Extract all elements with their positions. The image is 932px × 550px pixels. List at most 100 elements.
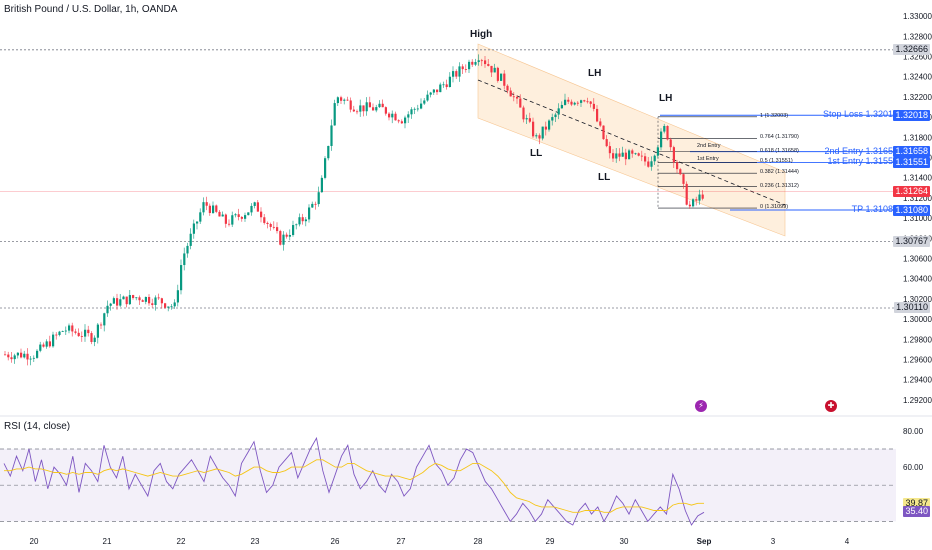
candle-body	[266, 222, 269, 224]
fib-level-label: 0.618 (1.31658)	[760, 147, 799, 154]
candle-body	[576, 102, 579, 104]
candle-body	[288, 235, 291, 237]
candle-body	[160, 298, 163, 304]
candle-body	[535, 135, 538, 137]
y-tick-label: 1.31000	[903, 214, 932, 223]
x-tick-label: 29	[546, 537, 555, 546]
candle-body	[384, 107, 387, 114]
y-tick-label: 1.31400	[903, 174, 932, 183]
candle-body	[605, 139, 608, 147]
candle-body	[448, 76, 451, 88]
price-tag: 1.30767	[893, 236, 930, 248]
candle-body	[180, 265, 183, 291]
candle-body	[189, 233, 192, 246]
candle-body	[237, 214, 240, 217]
candle-body	[548, 120, 551, 130]
candle-body	[64, 330, 67, 332]
y-tick-label: 1.32800	[903, 32, 932, 41]
price-tag: 1.32666	[893, 44, 930, 56]
candle-body	[167, 306, 170, 308]
candle-body	[538, 135, 541, 139]
candle-body	[157, 297, 160, 299]
candle-body	[608, 146, 611, 154]
rsi-value-tag: 35.40	[903, 506, 930, 518]
candle-body	[336, 97, 339, 104]
candle-body	[330, 125, 333, 146]
candle-body	[224, 214, 227, 224]
candle-body	[58, 331, 61, 335]
candle-body	[525, 118, 528, 120]
trade-level-label: TP 1.31080	[851, 204, 898, 214]
candle-body	[381, 103, 384, 108]
candle-body	[356, 111, 359, 113]
candle-body	[199, 212, 202, 222]
candle-body	[452, 71, 455, 77]
candle-body	[512, 96, 515, 98]
candle-body	[164, 303, 167, 308]
y-tick-label: 1.29800	[903, 335, 932, 344]
candle-body	[458, 66, 461, 77]
candle-body	[285, 234, 288, 237]
candle-body	[205, 202, 208, 206]
flag-uk-icon[interactable]: ✚	[825, 400, 837, 412]
candle-body	[148, 296, 151, 304]
candle-body	[320, 177, 323, 193]
candle-body	[624, 152, 627, 160]
candle-body	[279, 231, 282, 245]
candle-body	[496, 67, 499, 81]
trade-level-label: 2nd Entry 1.31658	[824, 145, 898, 156]
candle-body	[416, 108, 419, 110]
candle-body	[173, 302, 176, 307]
candle-body	[343, 99, 346, 101]
fib-level-label: 0.764 (1.31790)	[760, 134, 799, 141]
y-tick-label: 1.30200	[903, 295, 932, 304]
candle-body	[55, 334, 58, 336]
candle-body	[4, 354, 7, 356]
candle-body	[304, 219, 307, 222]
y-tick-label: 1.30600	[903, 254, 932, 263]
candle-body	[484, 60, 487, 65]
candle-body	[564, 99, 567, 105]
candle-body	[359, 105, 362, 112]
y-tick-label: 1.32600	[903, 52, 932, 61]
candle-body	[256, 202, 259, 212]
candle-body	[592, 103, 595, 109]
candle-body	[10, 357, 13, 360]
candle-body	[692, 199, 695, 207]
candle-body	[471, 61, 474, 65]
candle-body	[183, 253, 186, 266]
candle-body	[324, 158, 327, 178]
symbol-title: British Pound / U.S. Dollar, 1h, OANDA	[4, 4, 178, 15]
candle-body	[400, 121, 403, 124]
candle-body	[74, 331, 77, 333]
fibonacci-retracement	[657, 116, 757, 209]
candle-body	[276, 227, 279, 232]
candle-body	[583, 100, 586, 102]
x-tick-label: 30	[620, 537, 629, 546]
trade-level-label: 1st Entry 1.31551	[827, 156, 898, 167]
candle-body	[362, 105, 365, 112]
candle-body	[637, 153, 640, 156]
candle-body	[532, 121, 535, 137]
fib-level-label: 0.236 (1.31312)	[760, 182, 799, 189]
rsi-tick-label: 80.00	[903, 427, 924, 436]
candle-body	[487, 64, 490, 66]
candle-body	[272, 226, 275, 228]
candle-body	[672, 147, 675, 163]
candle-body	[631, 150, 634, 154]
candle-body	[628, 150, 631, 160]
candle-body	[541, 126, 544, 139]
candle-body	[477, 60, 480, 63]
candle-body	[461, 66, 464, 70]
candle-body	[474, 62, 477, 65]
lightning-icon[interactable]: ⚡	[695, 400, 707, 412]
candle-body	[119, 299, 122, 306]
fib-level-label: 0 (1.31099)	[760, 204, 789, 211]
candle-body	[666, 126, 669, 140]
candle-body	[615, 153, 618, 159]
candle-body	[682, 174, 685, 184]
candle-body	[679, 169, 682, 175]
fib-level-label: 0.5 (1.31551)	[760, 158, 793, 165]
entry-note: 2nd Entry	[697, 142, 721, 149]
